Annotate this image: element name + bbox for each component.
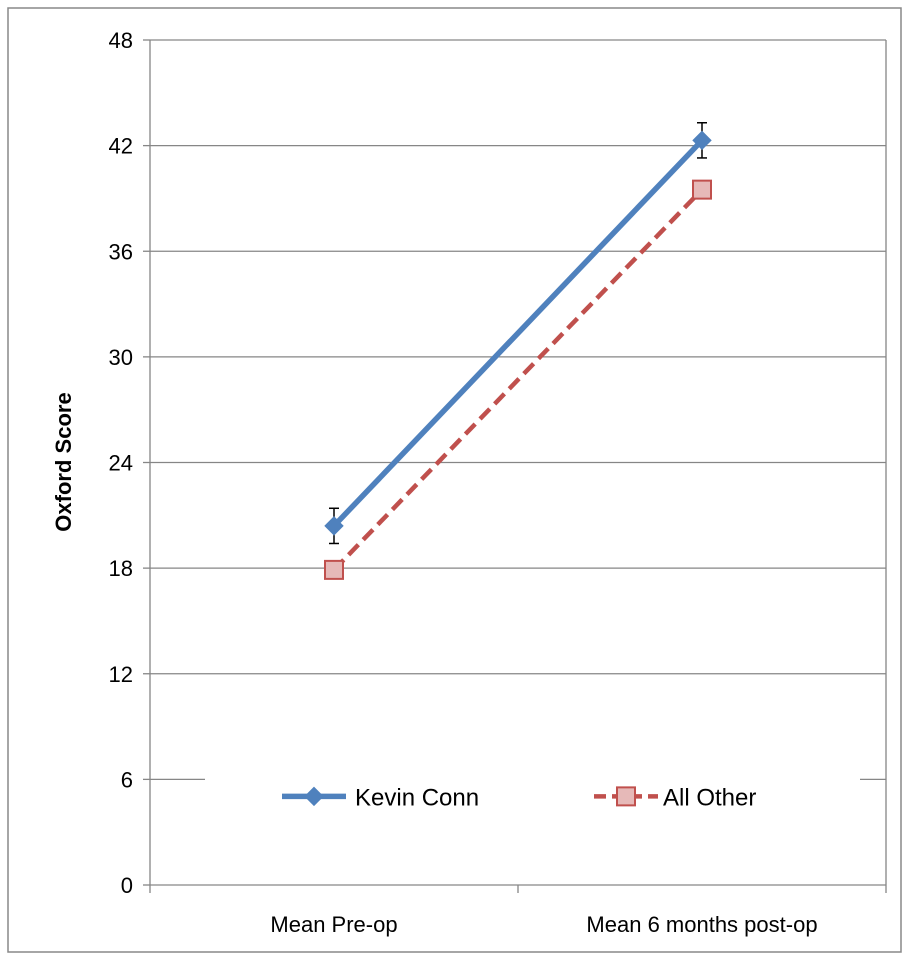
legend-label: All Other bbox=[663, 784, 756, 811]
legend-swatch-marker bbox=[616, 786, 636, 807]
y-axis-title: Oxford Score bbox=[51, 392, 76, 531]
y-tick-label: 6 bbox=[121, 767, 133, 792]
legend: Kevin Conn All Other bbox=[205, 764, 860, 825]
y-tick-label: 24 bbox=[109, 451, 133, 476]
series-line-kevin-conn bbox=[332, 138, 704, 528]
x-tick-label: Mean Pre-op bbox=[270, 912, 397, 937]
x-tick-label: Mean 6 months post-op bbox=[586, 912, 817, 937]
y-tick-label: 48 bbox=[109, 28, 133, 53]
series-layer bbox=[324, 121, 712, 580]
y-tick-label: 0 bbox=[121, 873, 133, 898]
legend-swatch-marker bbox=[304, 786, 324, 807]
data-point bbox=[324, 516, 344, 536]
y-tick-label: 12 bbox=[109, 662, 133, 687]
series-line-all-other bbox=[332, 188, 704, 572]
data-point bbox=[692, 179, 712, 200]
y-tick-label: 36 bbox=[109, 239, 133, 264]
data-point bbox=[324, 559, 344, 580]
axes: 0 6 12 18 24 30 36 42 48 Mean Pre-op Mean 6 months… bbox=[109, 28, 887, 937]
y-tick-label: 42 bbox=[109, 134, 133, 159]
y-tick-label: 30 bbox=[109, 345, 133, 370]
y-tick-label: 18 bbox=[109, 556, 133, 581]
legend-label: Kevin Conn bbox=[355, 784, 479, 811]
data-point bbox=[692, 130, 712, 151]
